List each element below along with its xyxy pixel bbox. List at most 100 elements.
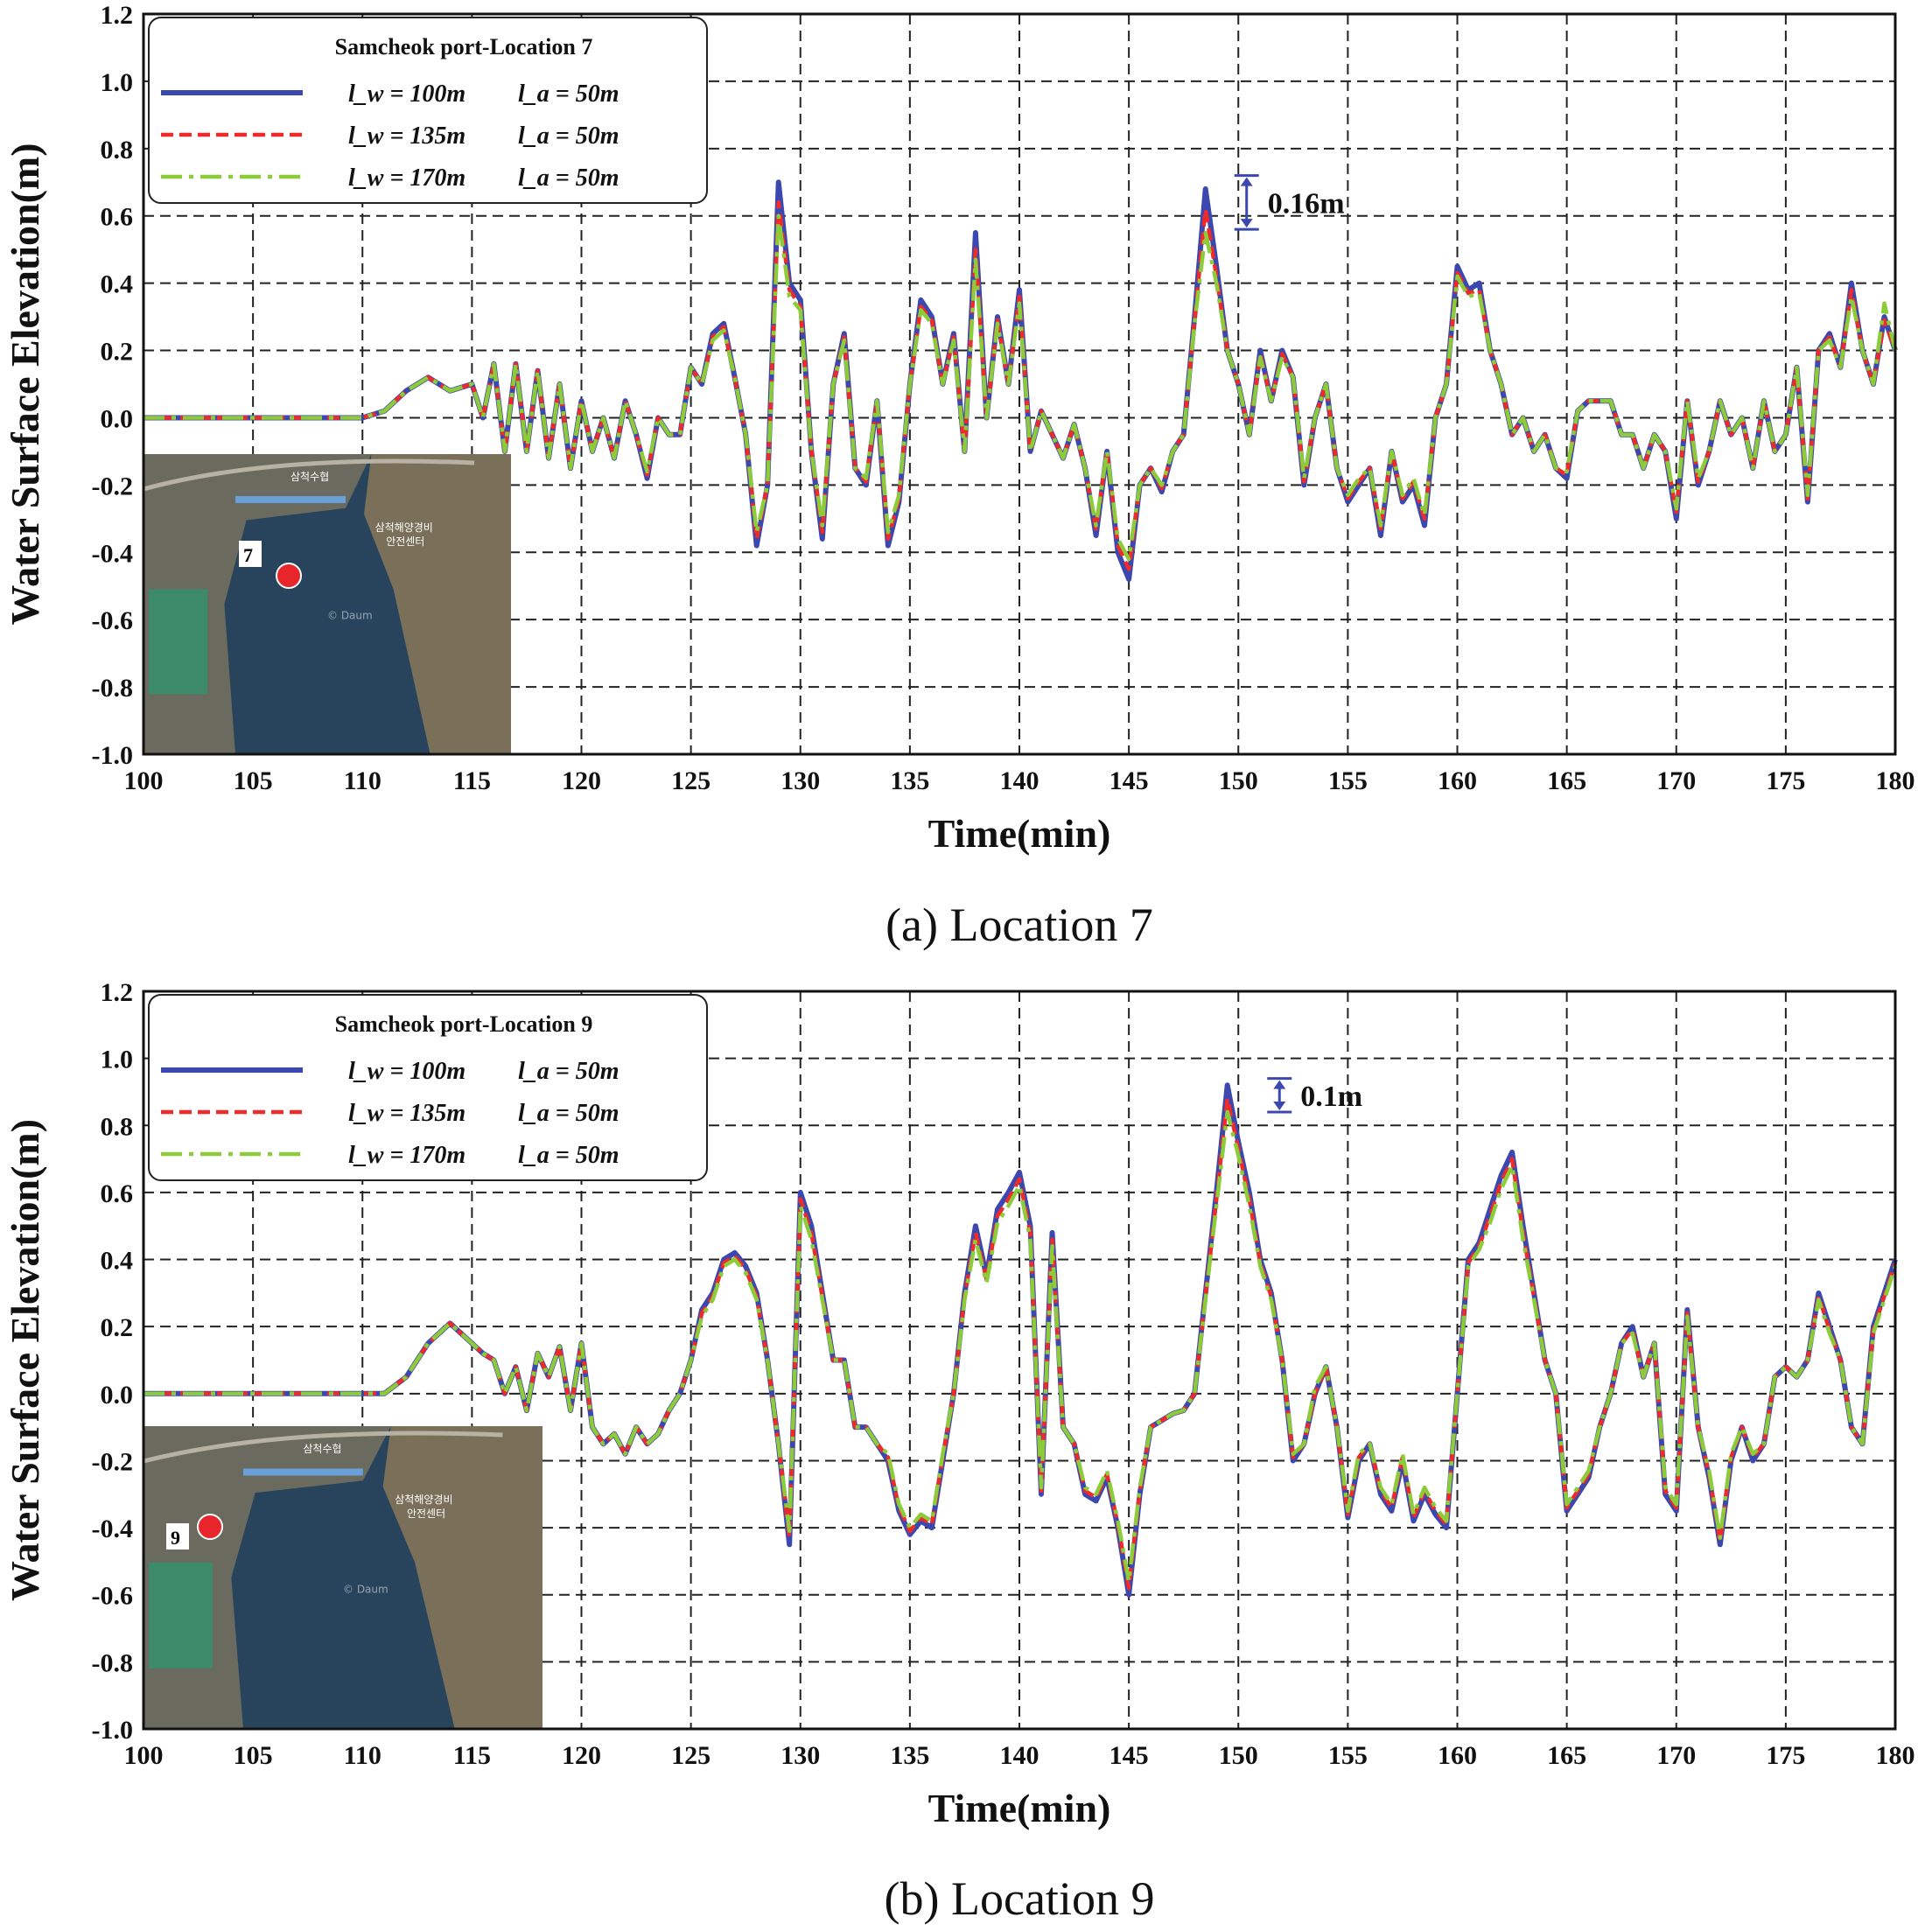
x-tick-label: 115 bbox=[453, 1741, 491, 1770]
annotation-arrowhead-up bbox=[1273, 1080, 1286, 1089]
legend-label-lw: l_w = 100m bbox=[348, 80, 466, 108]
x-tick-label: 140 bbox=[1000, 1741, 1040, 1770]
y-tick-label: 0.0 bbox=[101, 404, 134, 433]
series-line-2 bbox=[144, 1096, 1898, 1591]
y-tick-label: 0.2 bbox=[101, 338, 134, 367]
x-axis-title: Time(min) bbox=[928, 811, 1111, 856]
legend-title: Samcheok port-Location 9 bbox=[335, 1011, 593, 1037]
x-tick-label: 115 bbox=[453, 766, 491, 795]
y-tick-label: -0.8 bbox=[92, 1648, 134, 1677]
map-label: 안전센터 bbox=[386, 535, 424, 548]
series-line-3 bbox=[144, 213, 1898, 562]
x-tick-label: 150 bbox=[1219, 1741, 1258, 1770]
legend-title: Samcheok port-Location 7 bbox=[335, 34, 593, 59]
x-tick-label: 170 bbox=[1656, 766, 1696, 795]
plot-frame bbox=[142, 12, 1897, 756]
map-label: 삼척수협 bbox=[290, 471, 329, 483]
legend-label-lw: l_w = 135m bbox=[348, 122, 466, 150]
x-tick-label: 175 bbox=[1766, 766, 1805, 795]
legend-label-la: l_a = 50m bbox=[518, 122, 620, 150]
x-tick-label: 130 bbox=[780, 1741, 820, 1770]
x-tick-label: 155 bbox=[1328, 1741, 1368, 1770]
legend-box bbox=[148, 994, 708, 1181]
map-land-east bbox=[382, 1426, 542, 1729]
legend-label-lw: l_w = 170m bbox=[348, 1142, 466, 1169]
location-label-box bbox=[239, 541, 262, 567]
legend-label-la: l_a = 50m bbox=[518, 80, 620, 108]
x-tick-label: 110 bbox=[344, 1741, 382, 1770]
x-tick-label: 130 bbox=[780, 766, 820, 795]
location-label-box bbox=[166, 1523, 189, 1550]
x-axis-title: Time(min) bbox=[928, 1786, 1111, 1830]
x-tick-label: 175 bbox=[1766, 1741, 1805, 1770]
map-road bbox=[143, 1431, 503, 1464]
map-road bbox=[143, 458, 475, 492]
tick-labels: 100 105 110 115 120 125 130 135 140 145 150 155 160 1… bbox=[92, 1, 1915, 795]
x-tick-label: 160 bbox=[1438, 766, 1477, 795]
x-tick-label: 125 bbox=[671, 766, 710, 795]
x-tick-label: 110 bbox=[344, 766, 382, 795]
y-tick-label: -0.2 bbox=[92, 472, 134, 500]
location-label: 9 bbox=[171, 1527, 180, 1549]
map-watermark: © Daum bbox=[343, 1583, 388, 1595]
x-tick-label: 180 bbox=[1876, 766, 1915, 795]
x-tick-label: 160 bbox=[1438, 1741, 1477, 1770]
x-tick-label: 145 bbox=[1110, 1741, 1149, 1770]
map-green-roofs bbox=[149, 1562, 213, 1669]
y-tick-label: 0.2 bbox=[101, 1313, 134, 1342]
y-tick-label: -0.2 bbox=[92, 1447, 134, 1476]
map-pier bbox=[235, 496, 346, 504]
legend: Samcheok port-Location 9 l_w = 100m l_a = … bbox=[148, 994, 708, 1181]
y-tick-label: -1.0 bbox=[92, 741, 134, 770]
legend-box bbox=[148, 17, 708, 204]
y-tick-label: -1.0 bbox=[92, 1716, 134, 1745]
x-tick-label: 140 bbox=[1000, 766, 1040, 795]
y-tick-label: 0.0 bbox=[101, 1381, 134, 1410]
map-label: 삼척해양경비 bbox=[375, 521, 433, 534]
legend: Samcheok port-Location 7 l_w = 100m l_a = … bbox=[148, 17, 708, 204]
x-tick-label: 170 bbox=[1656, 1741, 1696, 1770]
y-axis-title: Water Surface Elevation(m) bbox=[3, 143, 47, 625]
y-tick-label: -0.4 bbox=[92, 539, 134, 568]
x-tick-label: 120 bbox=[562, 1741, 601, 1770]
y-tick-label: 1.0 bbox=[101, 1046, 134, 1074]
map-green-roofs bbox=[149, 589, 208, 695]
legend-label-lw: l_w = 170m bbox=[348, 164, 466, 192]
map-label: 안전센터 bbox=[407, 1508, 445, 1520]
x-tick-label: 135 bbox=[890, 766, 929, 795]
y-tick-label: 0.6 bbox=[101, 203, 134, 232]
legend-label-la: l_a = 50m bbox=[518, 1058, 620, 1085]
annotation-label: 0.1m bbox=[1300, 1081, 1362, 1113]
location-marker bbox=[197, 1514, 223, 1540]
map-land-east bbox=[364, 454, 511, 754]
y-tick-label: 1.0 bbox=[101, 68, 134, 97]
annotation: 0.16m bbox=[1234, 174, 1345, 231]
series-group bbox=[144, 179, 1898, 582]
x-tick-label: 120 bbox=[562, 766, 601, 795]
annotation-arrowhead-down bbox=[1240, 219, 1253, 228]
x-tick-label: 100 bbox=[124, 1741, 164, 1770]
x-tick-label: 145 bbox=[1110, 766, 1149, 795]
legend-label-lw: l_w = 135m bbox=[348, 1100, 466, 1127]
plot-frame bbox=[142, 990, 1897, 1731]
y-tick-label: 1.2 bbox=[101, 1, 134, 30]
y-tick-label: 0.4 bbox=[101, 1247, 134, 1276]
x-tick-label: 100 bbox=[124, 766, 164, 795]
y-tick-label: -0.6 bbox=[92, 1582, 134, 1611]
legend-label-la: l_a = 50m bbox=[518, 1100, 620, 1127]
x-tick-label: 125 bbox=[671, 1741, 710, 1770]
legend-label-la: l_a = 50m bbox=[518, 164, 620, 192]
map-pier bbox=[243, 1468, 363, 1476]
y-tick-label: 1.2 bbox=[101, 978, 134, 1007]
map-watermark: © Daum bbox=[327, 610, 373, 622]
annotation: 0.1m bbox=[1267, 1077, 1362, 1114]
location-label: 7 bbox=[243, 544, 253, 566]
location-marker bbox=[276, 563, 302, 589]
x-tick-label: 105 bbox=[234, 766, 273, 795]
map-label: 삼척수협 bbox=[303, 1443, 341, 1455]
panel-caption: (a) Location 7 bbox=[886, 899, 1153, 951]
